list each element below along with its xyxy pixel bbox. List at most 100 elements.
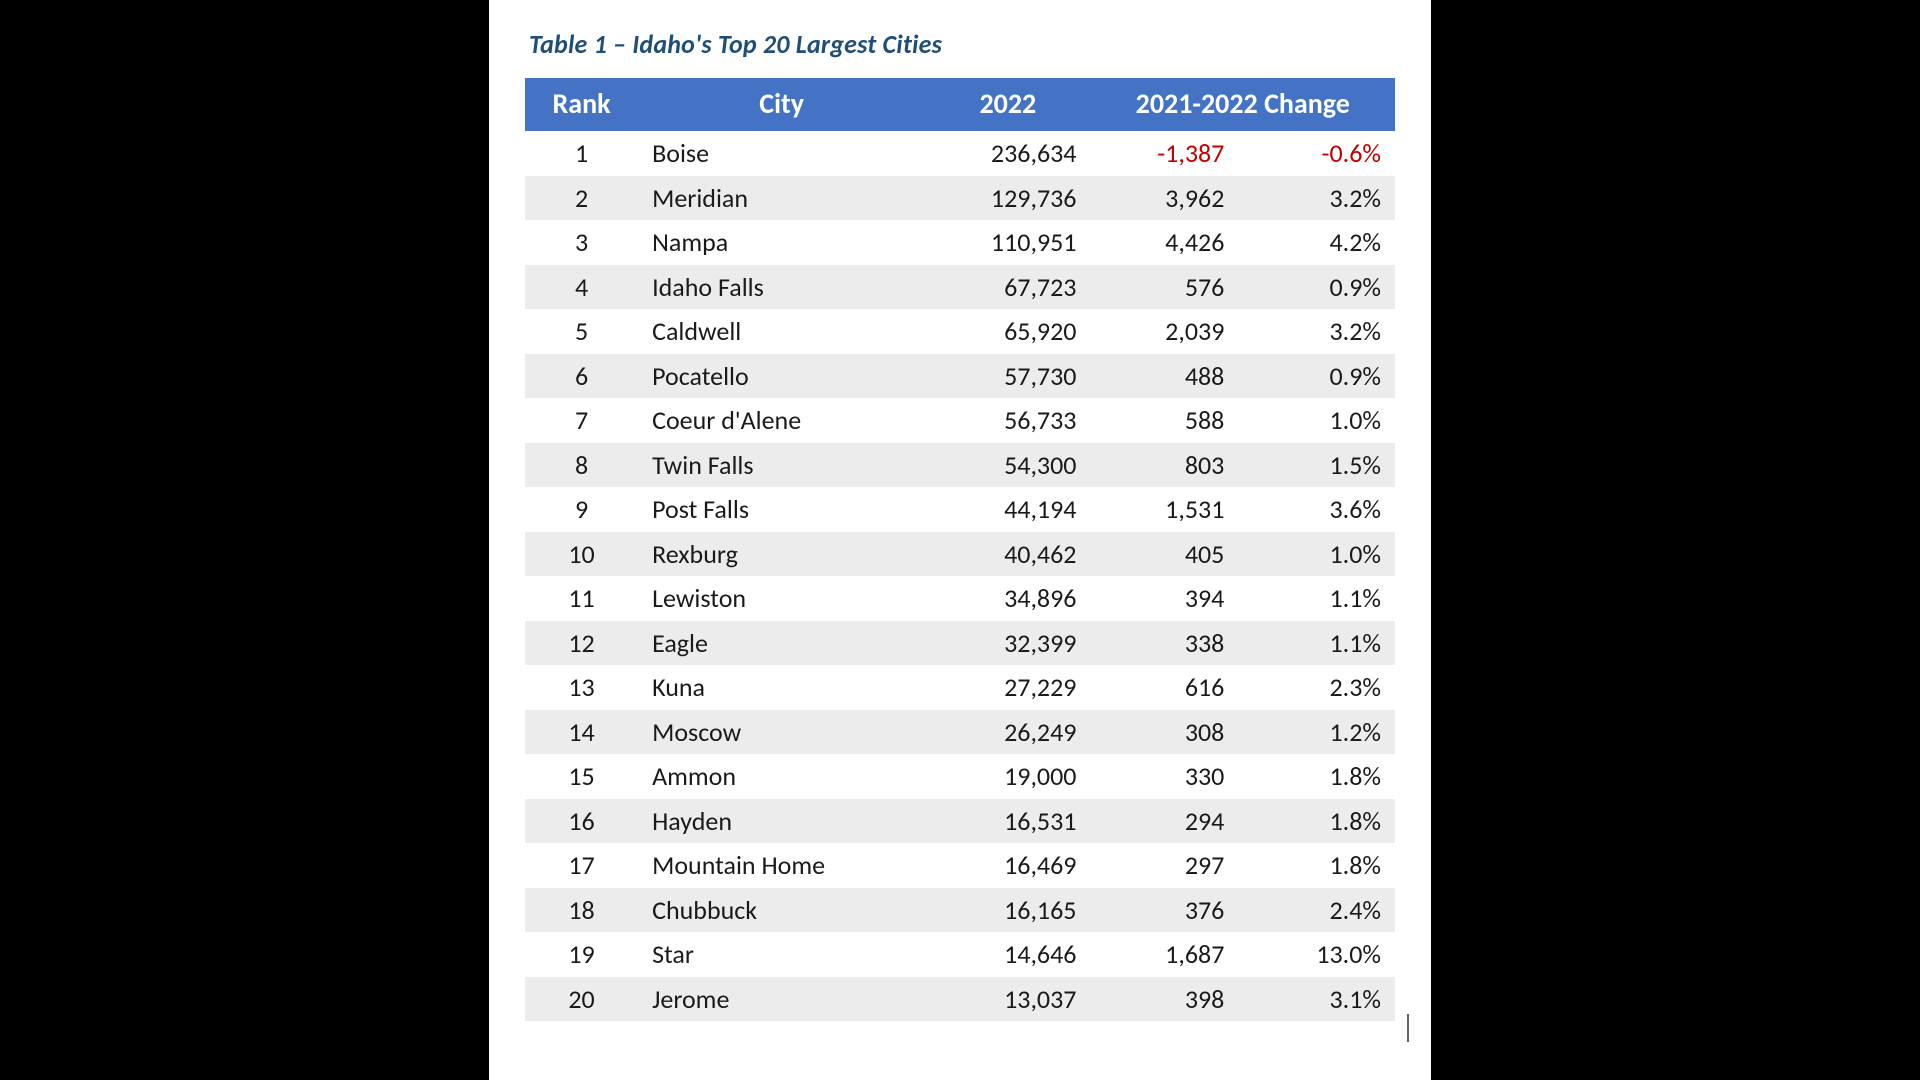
cell-pop: 27,229 (925, 665, 1090, 710)
cell-rank: 4 (525, 265, 638, 310)
cell-rank: 12 (525, 621, 638, 666)
cell-city: Ammon (638, 754, 925, 799)
cell-rank: 13 (525, 665, 638, 710)
table-row: 10Rexburg40,4624051.0% (525, 532, 1395, 577)
cell-city: Lewiston (638, 576, 925, 621)
cell-rank: 5 (525, 309, 638, 354)
cell-rank: 19 (525, 932, 638, 977)
cell-pop: 44,194 (925, 487, 1090, 532)
cell-change-pct: 1.8% (1238, 799, 1395, 844)
cell-city: Eagle (638, 621, 925, 666)
cell-pop: 129,736 (925, 176, 1090, 221)
cell-pop: 13,037 (925, 977, 1090, 1022)
table-row: 13Kuna27,2296162.3% (525, 665, 1395, 710)
table-row: 17Mountain Home16,4692971.8% (525, 843, 1395, 888)
cell-change-pct: 0.9% (1238, 354, 1395, 399)
cell-rank: 3 (525, 220, 638, 265)
table-row: 5Caldwell65,9202,0393.2% (525, 309, 1395, 354)
table-body: 1Boise236,634-1,387-0.6%2Meridian129,736… (525, 131, 1395, 1021)
table-title: Table 1 – Idaho's Top 20 Largest Cities (529, 28, 1395, 60)
cell-rank: 11 (525, 576, 638, 621)
cell-city: Coeur d'Alene (638, 398, 925, 443)
table-row: 20Jerome13,0373983.1% (525, 977, 1395, 1022)
text-cursor (1407, 1014, 1409, 1042)
cell-change-pct: 1.1% (1238, 576, 1395, 621)
table-row: 14Moscow26,2493081.2% (525, 710, 1395, 755)
cell-change-abs: 294 (1090, 799, 1238, 844)
cell-pop: 19,000 (925, 754, 1090, 799)
cell-change-pct: 1.8% (1238, 754, 1395, 799)
cell-pop: 16,165 (925, 888, 1090, 933)
cell-change-pct: 3.1% (1238, 977, 1395, 1022)
cell-change-pct: 3.6% (1238, 487, 1395, 532)
col-header-pop: 2022 (925, 78, 1090, 131)
cell-pop: 57,730 (925, 354, 1090, 399)
cell-city: Twin Falls (638, 443, 925, 488)
cell-city: Mountain Home (638, 843, 925, 888)
cell-rank: 18 (525, 888, 638, 933)
cell-city: Meridian (638, 176, 925, 221)
cell-pop: 67,723 (925, 265, 1090, 310)
cell-rank: 10 (525, 532, 638, 577)
table-row: 9Post Falls44,1941,5313.6% (525, 487, 1395, 532)
cell-pop: 236,634 (925, 131, 1090, 176)
table-row: 2Meridian129,7363,9623.2% (525, 176, 1395, 221)
cell-city: Post Falls (638, 487, 925, 532)
table-row: 6Pocatello57,7304880.9% (525, 354, 1395, 399)
table-row: 15Ammon19,0003301.8% (525, 754, 1395, 799)
col-header-rank: Rank (525, 78, 638, 131)
cell-change-pct: 2.3% (1238, 665, 1395, 710)
table-row: 11Lewiston34,8963941.1% (525, 576, 1395, 621)
table-row: 3Nampa110,9514,4264.2% (525, 220, 1395, 265)
table-header: Rank City 2022 2021-2022 Change (525, 78, 1395, 131)
cell-change-pct: 0.9% (1238, 265, 1395, 310)
cell-rank: 6 (525, 354, 638, 399)
cell-rank: 15 (525, 754, 638, 799)
cell-rank: 7 (525, 398, 638, 443)
cell-change-abs: -1,387 (1090, 131, 1238, 176)
cell-change-abs: 1,531 (1090, 487, 1238, 532)
col-header-change: 2021-2022 Change (1090, 78, 1395, 131)
cell-pop: 32,399 (925, 621, 1090, 666)
cell-change-pct: 3.2% (1238, 309, 1395, 354)
cell-change-abs: 2,039 (1090, 309, 1238, 354)
cell-city: Kuna (638, 665, 925, 710)
cell-city: Rexburg (638, 532, 925, 577)
cell-change-pct: 13.0% (1238, 932, 1395, 977)
cell-change-pct: 1.1% (1238, 621, 1395, 666)
cell-change-pct: 1.8% (1238, 843, 1395, 888)
cell-city: Star (638, 932, 925, 977)
cell-change-pct: 2.4% (1238, 888, 1395, 933)
cities-table: Rank City 2022 2021-2022 Change 1Boise23… (525, 78, 1395, 1021)
cell-rank: 17 (525, 843, 638, 888)
cell-change-abs: 297 (1090, 843, 1238, 888)
cell-rank: 1 (525, 131, 638, 176)
cell-change-abs: 488 (1090, 354, 1238, 399)
cell-change-abs: 803 (1090, 443, 1238, 488)
cell-pop: 110,951 (925, 220, 1090, 265)
cell-city: Nampa (638, 220, 925, 265)
cell-rank: 8 (525, 443, 638, 488)
cell-change-pct: 1.0% (1238, 532, 1395, 577)
cell-change-abs: 588 (1090, 398, 1238, 443)
cell-change-abs: 394 (1090, 576, 1238, 621)
cell-pop: 16,531 (925, 799, 1090, 844)
cell-pop: 56,733 (925, 398, 1090, 443)
table-row: 16Hayden16,5312941.8% (525, 799, 1395, 844)
cell-pop: 40,462 (925, 532, 1090, 577)
cell-change-pct: 1.2% (1238, 710, 1395, 755)
cell-city: Moscow (638, 710, 925, 755)
cell-change-abs: 3,962 (1090, 176, 1238, 221)
table-row: 18Chubbuck16,1653762.4% (525, 888, 1395, 933)
table-row: 7Coeur d'Alene56,7335881.0% (525, 398, 1395, 443)
cell-change-abs: 376 (1090, 888, 1238, 933)
cell-change-pct: -0.6% (1238, 131, 1395, 176)
cell-rank: 2 (525, 176, 638, 221)
cell-pop: 54,300 (925, 443, 1090, 488)
cell-change-abs: 398 (1090, 977, 1238, 1022)
cell-pop: 65,920 (925, 309, 1090, 354)
cell-pop: 16,469 (925, 843, 1090, 888)
cell-city: Caldwell (638, 309, 925, 354)
cell-city: Pocatello (638, 354, 925, 399)
table-row: 12Eagle32,3993381.1% (525, 621, 1395, 666)
